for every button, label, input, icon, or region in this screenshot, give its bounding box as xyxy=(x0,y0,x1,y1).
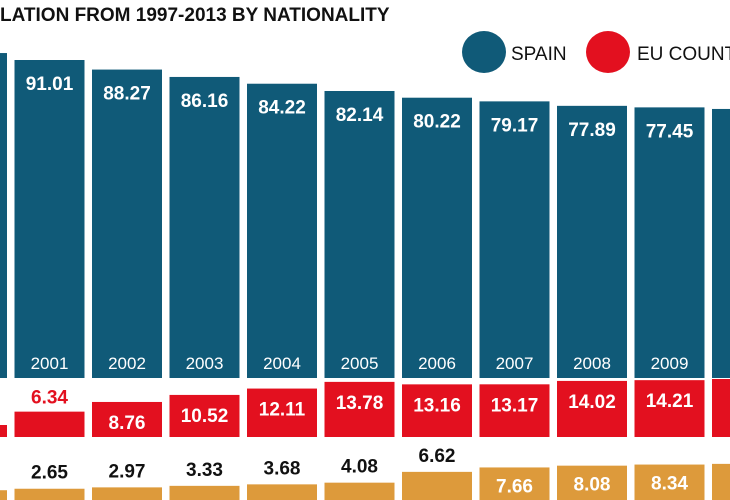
bar-spain-2006 xyxy=(402,97,472,378)
bar-other-2003 xyxy=(169,485,240,500)
year-label-2001: 2001 xyxy=(31,354,69,373)
bar-spain-2001 xyxy=(14,60,85,378)
label-eu-2005: 13.78 xyxy=(336,393,384,414)
bar-spain-2009 xyxy=(634,107,705,379)
bar-eu-2008 xyxy=(557,380,627,437)
year-label-2004: 2004 xyxy=(263,354,301,373)
label-spain-2001: 91.01 xyxy=(26,74,74,95)
bar-spain-2005 xyxy=(324,90,395,378)
series-spain: 391.01200188.27200286.16200384.22200482.… xyxy=(0,53,730,379)
bar-other-2001 xyxy=(14,488,85,500)
bar-eu-2009 xyxy=(634,380,705,437)
label-eu-2002: 8.76 xyxy=(109,413,146,434)
bar-spain-2003 xyxy=(169,76,240,379)
year-label-2007: 2007 xyxy=(496,354,534,373)
bar-spain-2002 xyxy=(92,69,162,379)
bar-eu-2010 xyxy=(712,379,730,437)
label-spain-2005: 82.14 xyxy=(336,105,384,126)
label-other-2005: 4.08 xyxy=(341,457,378,478)
bar-eu-2007 xyxy=(479,384,550,437)
label-eu-2003: 10.52 xyxy=(181,406,229,427)
label-eu-2001: 6.34 xyxy=(31,388,68,409)
label-spain-2009: 77.45 xyxy=(646,121,694,142)
label-spain-2007: 79.17 xyxy=(491,115,539,136)
bar-other-2008 xyxy=(557,465,627,500)
label-other-2004: 3.68 xyxy=(264,458,301,479)
bar-eu-2002 xyxy=(92,401,162,437)
year-label-2006: 2006 xyxy=(418,354,456,373)
label-spain-2004: 84.22 xyxy=(258,98,306,119)
bar-eu-2005 xyxy=(324,381,395,437)
year-label-2005: 2005 xyxy=(341,354,379,373)
label-spain-2003: 86.16 xyxy=(181,91,229,112)
bar-spain-2008 xyxy=(557,105,627,379)
bar-eu-2003 xyxy=(169,394,240,437)
bar-other-2000 xyxy=(0,490,7,500)
series-eu: 6.34 8.76 10.52 12.11 13.78 13.16 13.17 14.02 14… xyxy=(0,379,730,437)
bar-eu-2000 xyxy=(0,425,7,437)
label-other-2008: 8.08 xyxy=(574,475,611,496)
chart-title: LATION FROM 1997-2013 BY NATIONALITY xyxy=(0,5,390,26)
bar-other-2004 xyxy=(247,484,317,500)
label-other-2007: 7.66 xyxy=(496,476,533,497)
bar-other-2005 xyxy=(324,482,395,500)
bar-spain-2004 xyxy=(247,83,317,378)
label-other-2002: 2.97 xyxy=(109,461,146,482)
bar-other-2007 xyxy=(479,467,550,500)
bar-other-2009 xyxy=(634,464,705,500)
bar-other-2006 xyxy=(402,471,472,500)
legend-swatch-eu xyxy=(586,31,630,73)
label-eu-2009: 14.21 xyxy=(646,391,694,412)
series-other: 2.65 2.97 3.33 3.68 4.08 6.62 7.66 8.08 8.34 xyxy=(0,446,730,500)
bar-spain-2007 xyxy=(479,101,550,379)
label-spain-2006: 80.22 xyxy=(413,112,461,133)
legend-swatch-spain xyxy=(462,31,506,73)
legend-label-eu: EU COUNT xyxy=(637,44,730,65)
label-other-2009: 8.34 xyxy=(651,474,688,495)
label-other-2006: 6.62 xyxy=(419,446,456,467)
label-other-2001: 2.65 xyxy=(31,463,68,484)
label-eu-2006: 13.16 xyxy=(413,395,461,416)
year-label-2003: 2003 xyxy=(186,354,224,373)
bar-eu-2001 xyxy=(14,411,85,437)
label-eu-2008: 14.02 xyxy=(568,392,616,413)
legend-label-spain: SPAIN xyxy=(511,44,567,65)
bar-eu-2004 xyxy=(247,388,317,437)
label-spain-2002: 88.27 xyxy=(103,84,151,105)
label-spain-2008: 77.89 xyxy=(568,120,616,141)
label-eu-2007: 13.17 xyxy=(491,395,539,416)
year-label-2009: 2009 xyxy=(651,354,689,373)
label-other-2003: 3.33 xyxy=(186,460,223,481)
bar-other-2002 xyxy=(92,487,162,500)
bar-other-2010 xyxy=(712,463,730,500)
year-label-2008: 2008 xyxy=(573,354,611,373)
bar-spain-2000 xyxy=(0,53,7,379)
year-label-2002: 2002 xyxy=(108,354,146,373)
bar-spain-2010 xyxy=(712,108,730,379)
legend: SPAIN EU COUNT xyxy=(462,31,730,73)
bar-eu-2006 xyxy=(402,384,472,437)
label-eu-2004: 12.11 xyxy=(259,400,306,421)
